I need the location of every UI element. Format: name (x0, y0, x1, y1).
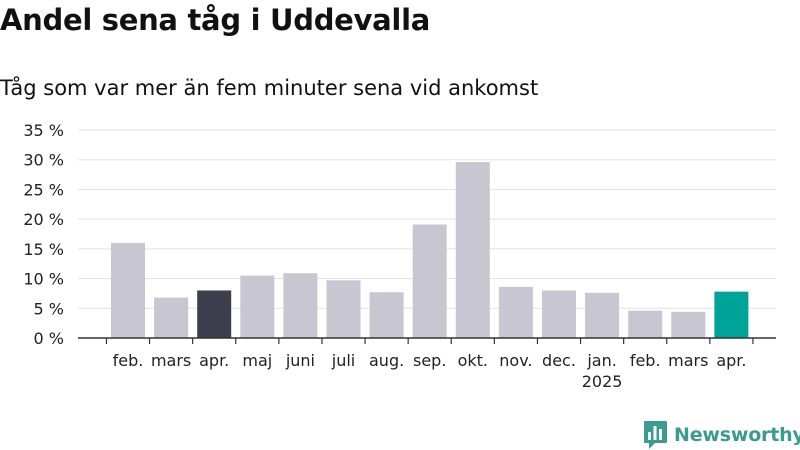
bar (283, 273, 318, 338)
x-tick-label: mars (668, 351, 708, 370)
y-tick-label: 20 % (23, 210, 64, 229)
y-tick-label: 10 % (23, 270, 64, 289)
bar (671, 311, 706, 338)
bar (585, 292, 620, 338)
bar (326, 280, 361, 338)
y-tick-label: 5 % (34, 299, 64, 318)
newsworthy-logo-icon (644, 421, 667, 449)
brand-name: Newsworthy (674, 424, 800, 446)
x-tick-label: aug. (369, 351, 404, 370)
chart-subtitle: Tåg som var mer än fem minuter sena vid … (0, 76, 539, 100)
x-tick-label: juli (331, 351, 355, 370)
bar (197, 290, 232, 338)
chart-title: Andel sena tåg i Uddevalla (0, 3, 430, 37)
y-tick-label: 0 % (34, 329, 64, 348)
x-tick-label: juni (285, 351, 315, 370)
x-tick-label: nov. (499, 351, 532, 370)
x-tick-label: sep. (413, 351, 446, 370)
bar (628, 310, 663, 338)
x-tick-label: dec. (542, 351, 576, 370)
x-tick-label: feb. (113, 351, 144, 370)
x-tick-label: apr. (716, 351, 746, 370)
bar (455, 162, 490, 338)
bar (369, 292, 404, 338)
x-tick-label: okt. (458, 351, 488, 370)
y-tick-label: 35 % (23, 121, 64, 140)
bar (412, 224, 447, 338)
y-tick-label: 15 % (23, 240, 64, 259)
x-tick-label: jan. (586, 351, 616, 370)
bar (240, 275, 275, 338)
x-year-label: 2025 (582, 372, 623, 391)
y-tick-label: 25 % (23, 180, 64, 199)
bar (714, 291, 749, 338)
bar (154, 297, 189, 338)
y-tick-label: 30 % (23, 151, 64, 170)
x-tick-label: maj (242, 351, 272, 370)
bar (542, 290, 576, 338)
bar (111, 242, 145, 338)
bar (498, 286, 533, 338)
x-tick-label: mars (151, 351, 191, 370)
x-tick-label: apr. (199, 351, 229, 370)
bar-chart: 0 %5 %10 %15 %20 %25 %30 %35 %feb. mars ap… (23, 121, 776, 391)
brand-logo: Newsworthy (643, 420, 800, 450)
x-tick-label: feb. (630, 351, 661, 370)
